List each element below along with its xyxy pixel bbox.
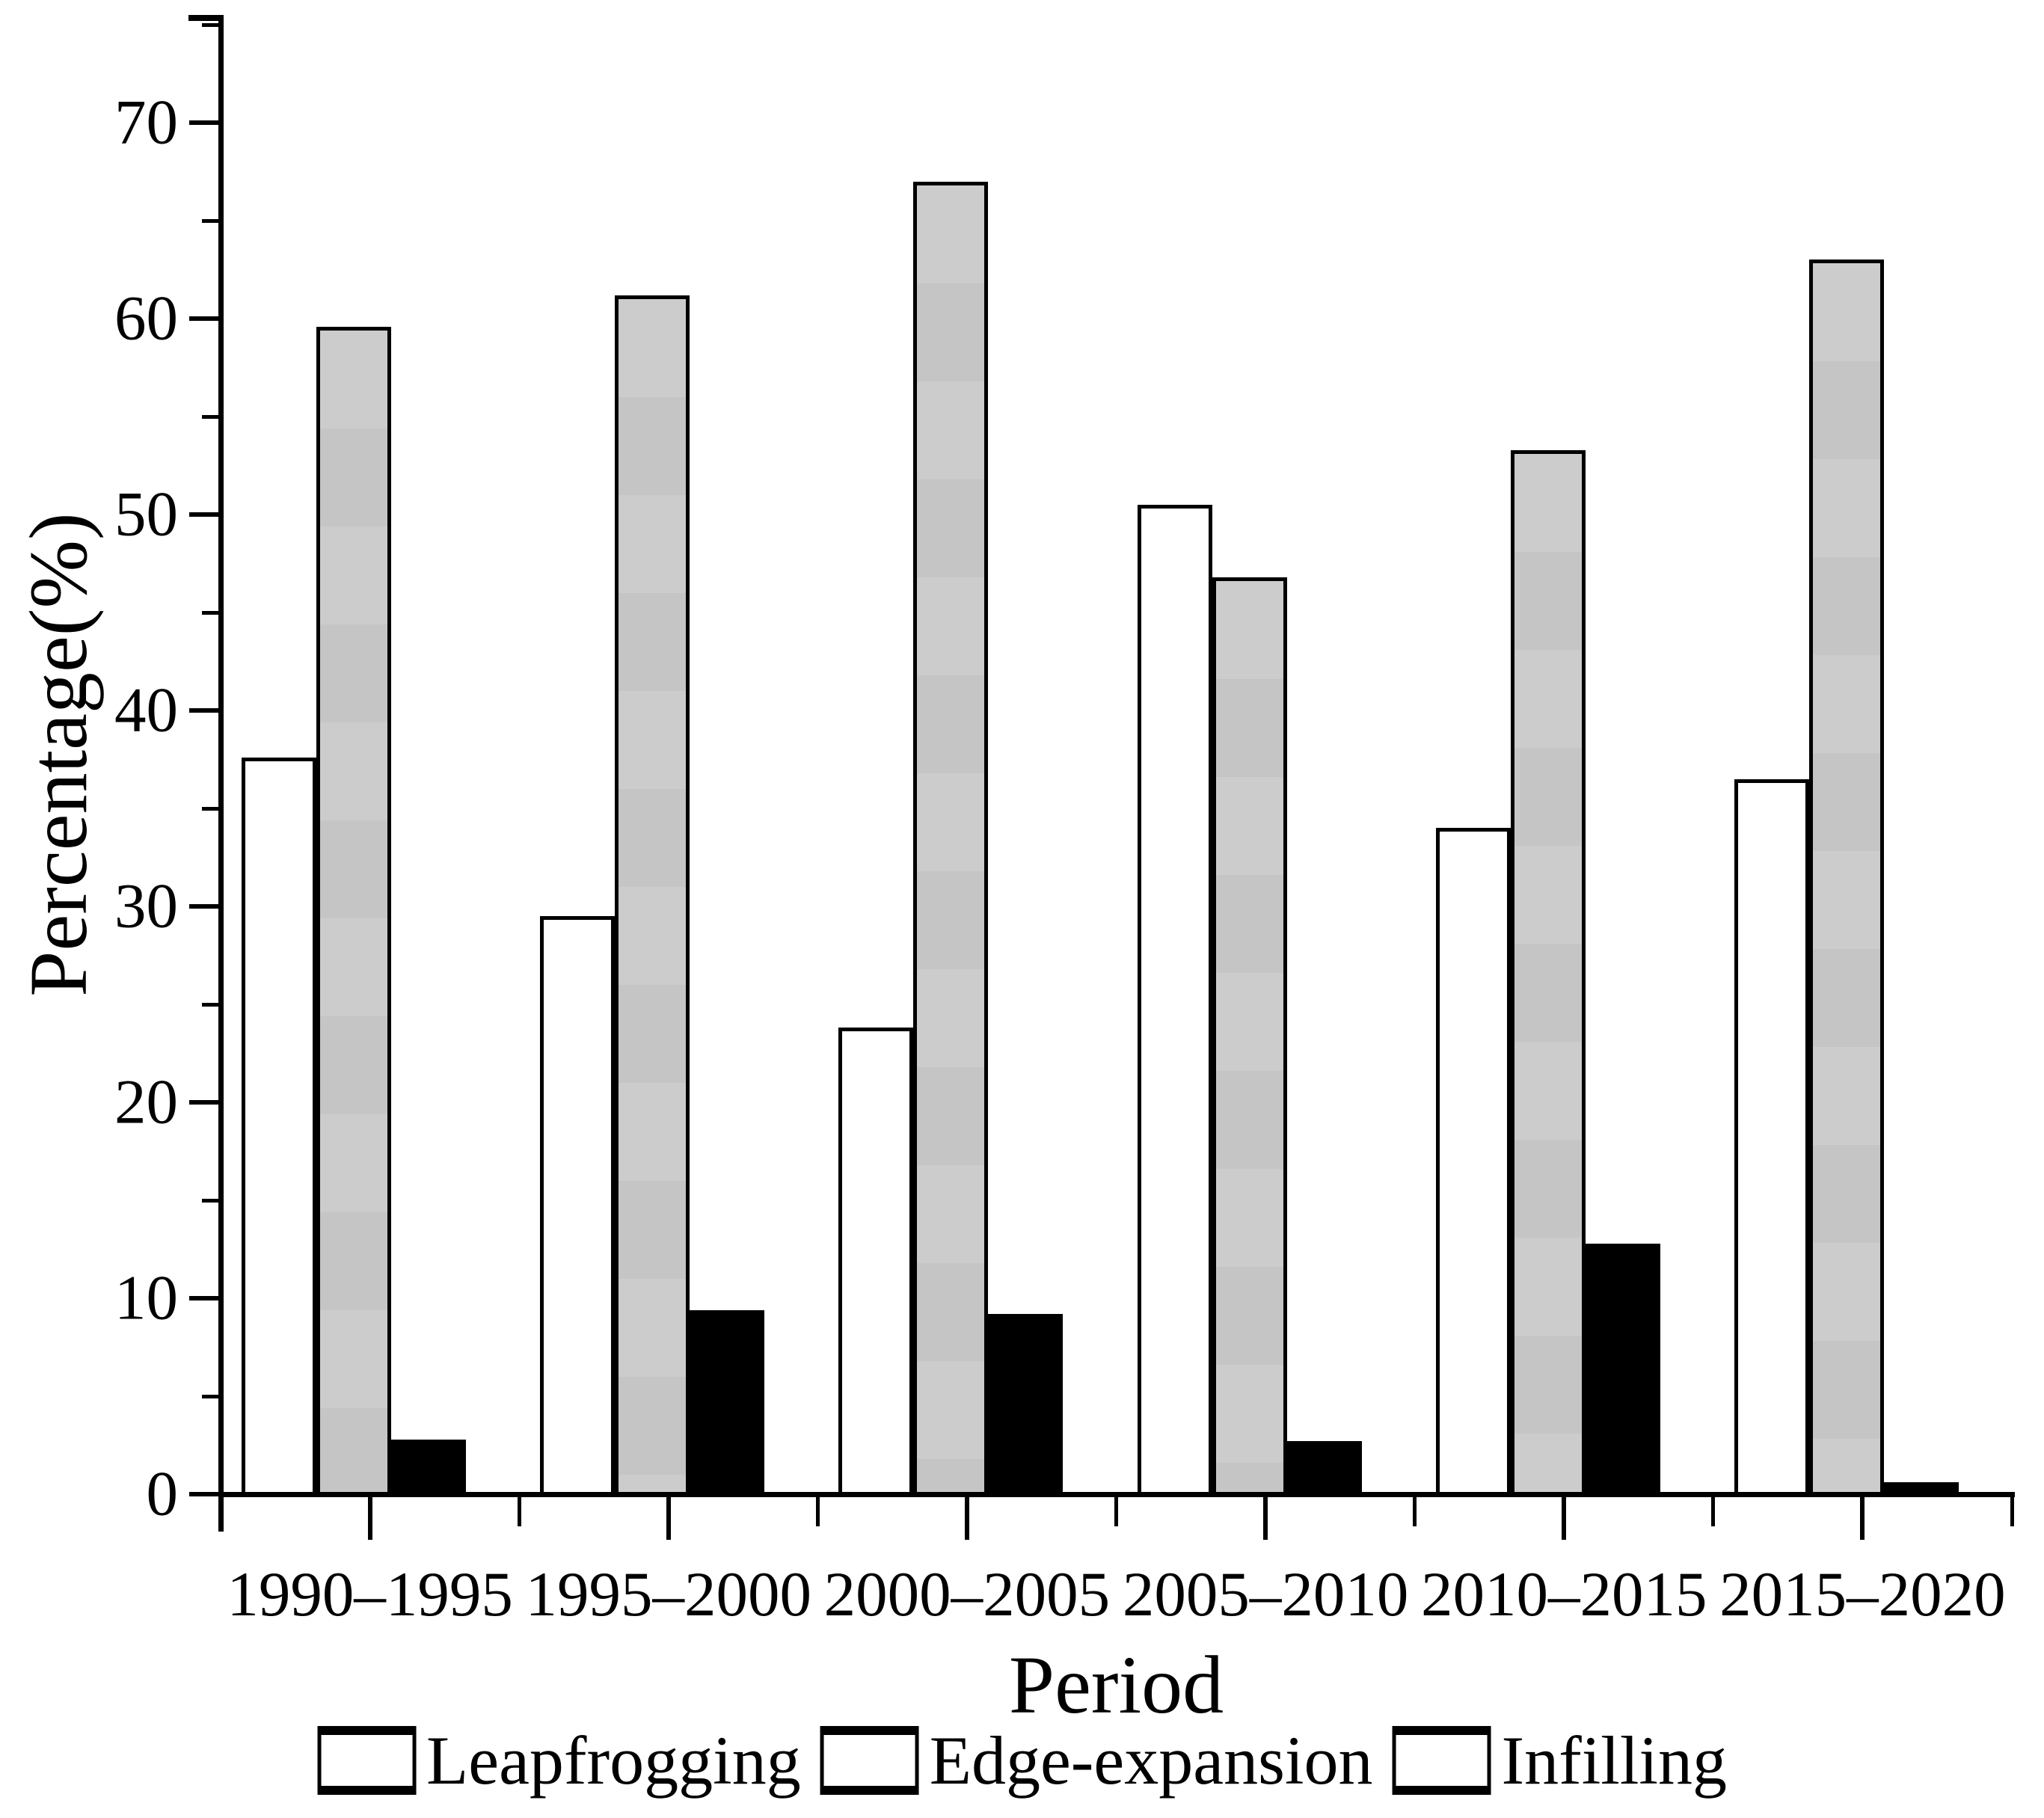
bar-edge-expansion-2000-2005 bbox=[913, 181, 989, 1497]
x-minor-tick-boundary-5 bbox=[1711, 1495, 1716, 1526]
y-major-tick-40 bbox=[189, 708, 221, 713]
x-minor-tick-boundary-2 bbox=[815, 1495, 820, 1526]
y-tick-label-30: 30 bbox=[114, 870, 178, 942]
bar-infilling-2005-2010 bbox=[1286, 1441, 1362, 1497]
x-major-tick-2010-2015 bbox=[1562, 1495, 1567, 1540]
x-axis-title: Period bbox=[1008, 1639, 1224, 1731]
x-minor-tick-boundary-4 bbox=[1413, 1495, 1417, 1526]
y-major-tick-0 bbox=[189, 1492, 221, 1496]
x-axis-line bbox=[218, 1492, 2015, 1497]
bar-edge-expansion-1990-1995 bbox=[316, 326, 391, 1497]
x-major-tick-2015-2020 bbox=[1860, 1495, 1865, 1540]
legend-item-leapfrogging: Leapfrogging bbox=[317, 1726, 801, 1795]
x-minor-tick-boundary-1 bbox=[517, 1495, 521, 1526]
y-minor-tick-25 bbox=[202, 1002, 221, 1007]
y-major-tick-50 bbox=[189, 512, 221, 518]
x-tick-label-2000-2005: 2000–2005 bbox=[823, 1559, 1111, 1630]
bar-infilling-2000-2005 bbox=[988, 1313, 1064, 1497]
y-major-tick-30 bbox=[189, 904, 221, 909]
x-minor-tick-boundary-0 bbox=[218, 1495, 223, 1526]
y-tick-label-10: 10 bbox=[114, 1262, 178, 1333]
y-minor-tick-45 bbox=[202, 610, 221, 615]
legend-swatch-infilling bbox=[1392, 1726, 1491, 1795]
y-minor-tick-75 bbox=[202, 22, 221, 27]
legend-swatch-edge-expansion bbox=[820, 1726, 919, 1795]
x-tick-label-1990-1995: 1990–1995 bbox=[227, 1559, 513, 1630]
x-major-tick-2005-2010 bbox=[1263, 1495, 1268, 1540]
bar-infilling-1990-1995 bbox=[391, 1439, 466, 1497]
x-tick-label-1995-2000: 1995–2000 bbox=[525, 1559, 812, 1630]
x-major-tick-2000-2005 bbox=[964, 1495, 969, 1540]
y-minor-tick-5 bbox=[202, 1394, 221, 1398]
y-axis-top-cap bbox=[188, 15, 224, 21]
x-tick-label-2015-2020: 2015–2020 bbox=[1719, 1559, 2006, 1630]
bar-infilling-1995-2000 bbox=[690, 1309, 765, 1497]
bar-leapfrogging-2010-2015 bbox=[1435, 828, 1511, 1497]
legend-item-edge-expansion: Edge-expansion bbox=[820, 1722, 1373, 1799]
y-minor-tick-35 bbox=[202, 806, 221, 811]
y-major-tick-20 bbox=[189, 1100, 221, 1105]
y-major-tick-10 bbox=[189, 1296, 221, 1300]
y-minor-tick-65 bbox=[202, 218, 221, 223]
y-minor-tick-15 bbox=[202, 1198, 221, 1203]
y-tick-label-70: 70 bbox=[114, 87, 178, 158]
legend-label-leapfrogging: Leapfrogging bbox=[426, 1722, 801, 1799]
y-tick-label-40: 40 bbox=[114, 675, 178, 746]
bar-edge-expansion-2015-2020 bbox=[1808, 260, 1884, 1497]
y-axis-title: Percentage(%) bbox=[13, 512, 104, 997]
x-tick-label-2010-2015: 2010–2015 bbox=[1421, 1559, 1707, 1630]
bar-edge-expansion-2005-2010 bbox=[1212, 577, 1287, 1497]
bar-leapfrogging-2005-2010 bbox=[1137, 504, 1212, 1497]
x-tick-label-2005-2010: 2005–2010 bbox=[1122, 1559, 1409, 1630]
x-minor-tick-boundary-6 bbox=[2010, 1495, 2014, 1526]
y-minor-tick-55 bbox=[202, 414, 221, 419]
x-major-tick-1990-1995 bbox=[367, 1495, 372, 1540]
y-tick-label-0: 0 bbox=[146, 1458, 179, 1529]
bar-leapfrogging-1990-1995 bbox=[242, 757, 316, 1497]
y-major-tick-70 bbox=[189, 120, 221, 126]
y-axis-line bbox=[218, 15, 224, 1532]
bar-leapfrogging-2015-2020 bbox=[1734, 779, 1809, 1497]
bar-leapfrogging-2000-2005 bbox=[838, 1028, 914, 1497]
bar-edge-expansion-1995-2000 bbox=[615, 295, 690, 1497]
bar-leapfrogging-1995-2000 bbox=[540, 916, 616, 1497]
y-tick-label-60: 60 bbox=[114, 283, 178, 354]
y-major-tick-60 bbox=[189, 316, 221, 322]
y-tick-label-50: 50 bbox=[114, 479, 178, 550]
bar-infilling-2010-2015 bbox=[1585, 1243, 1660, 1497]
legend-label-edge-expansion: Edge-expansion bbox=[929, 1722, 1373, 1799]
legend-label-infilling: Infilling bbox=[1501, 1722, 1727, 1799]
x-major-tick-1995-2000 bbox=[666, 1495, 671, 1540]
bar-edge-expansion-2010-2015 bbox=[1510, 449, 1586, 1497]
x-minor-tick-boundary-3 bbox=[1114, 1495, 1118, 1526]
legend-swatch-leapfrogging bbox=[317, 1726, 417, 1795]
y-tick-label-20: 20 bbox=[114, 1066, 178, 1137]
legend-item-infilling: Infilling bbox=[1392, 1726, 1727, 1795]
legend: Leapfrogging Edge-expansion Infilling bbox=[317, 1726, 1727, 1795]
